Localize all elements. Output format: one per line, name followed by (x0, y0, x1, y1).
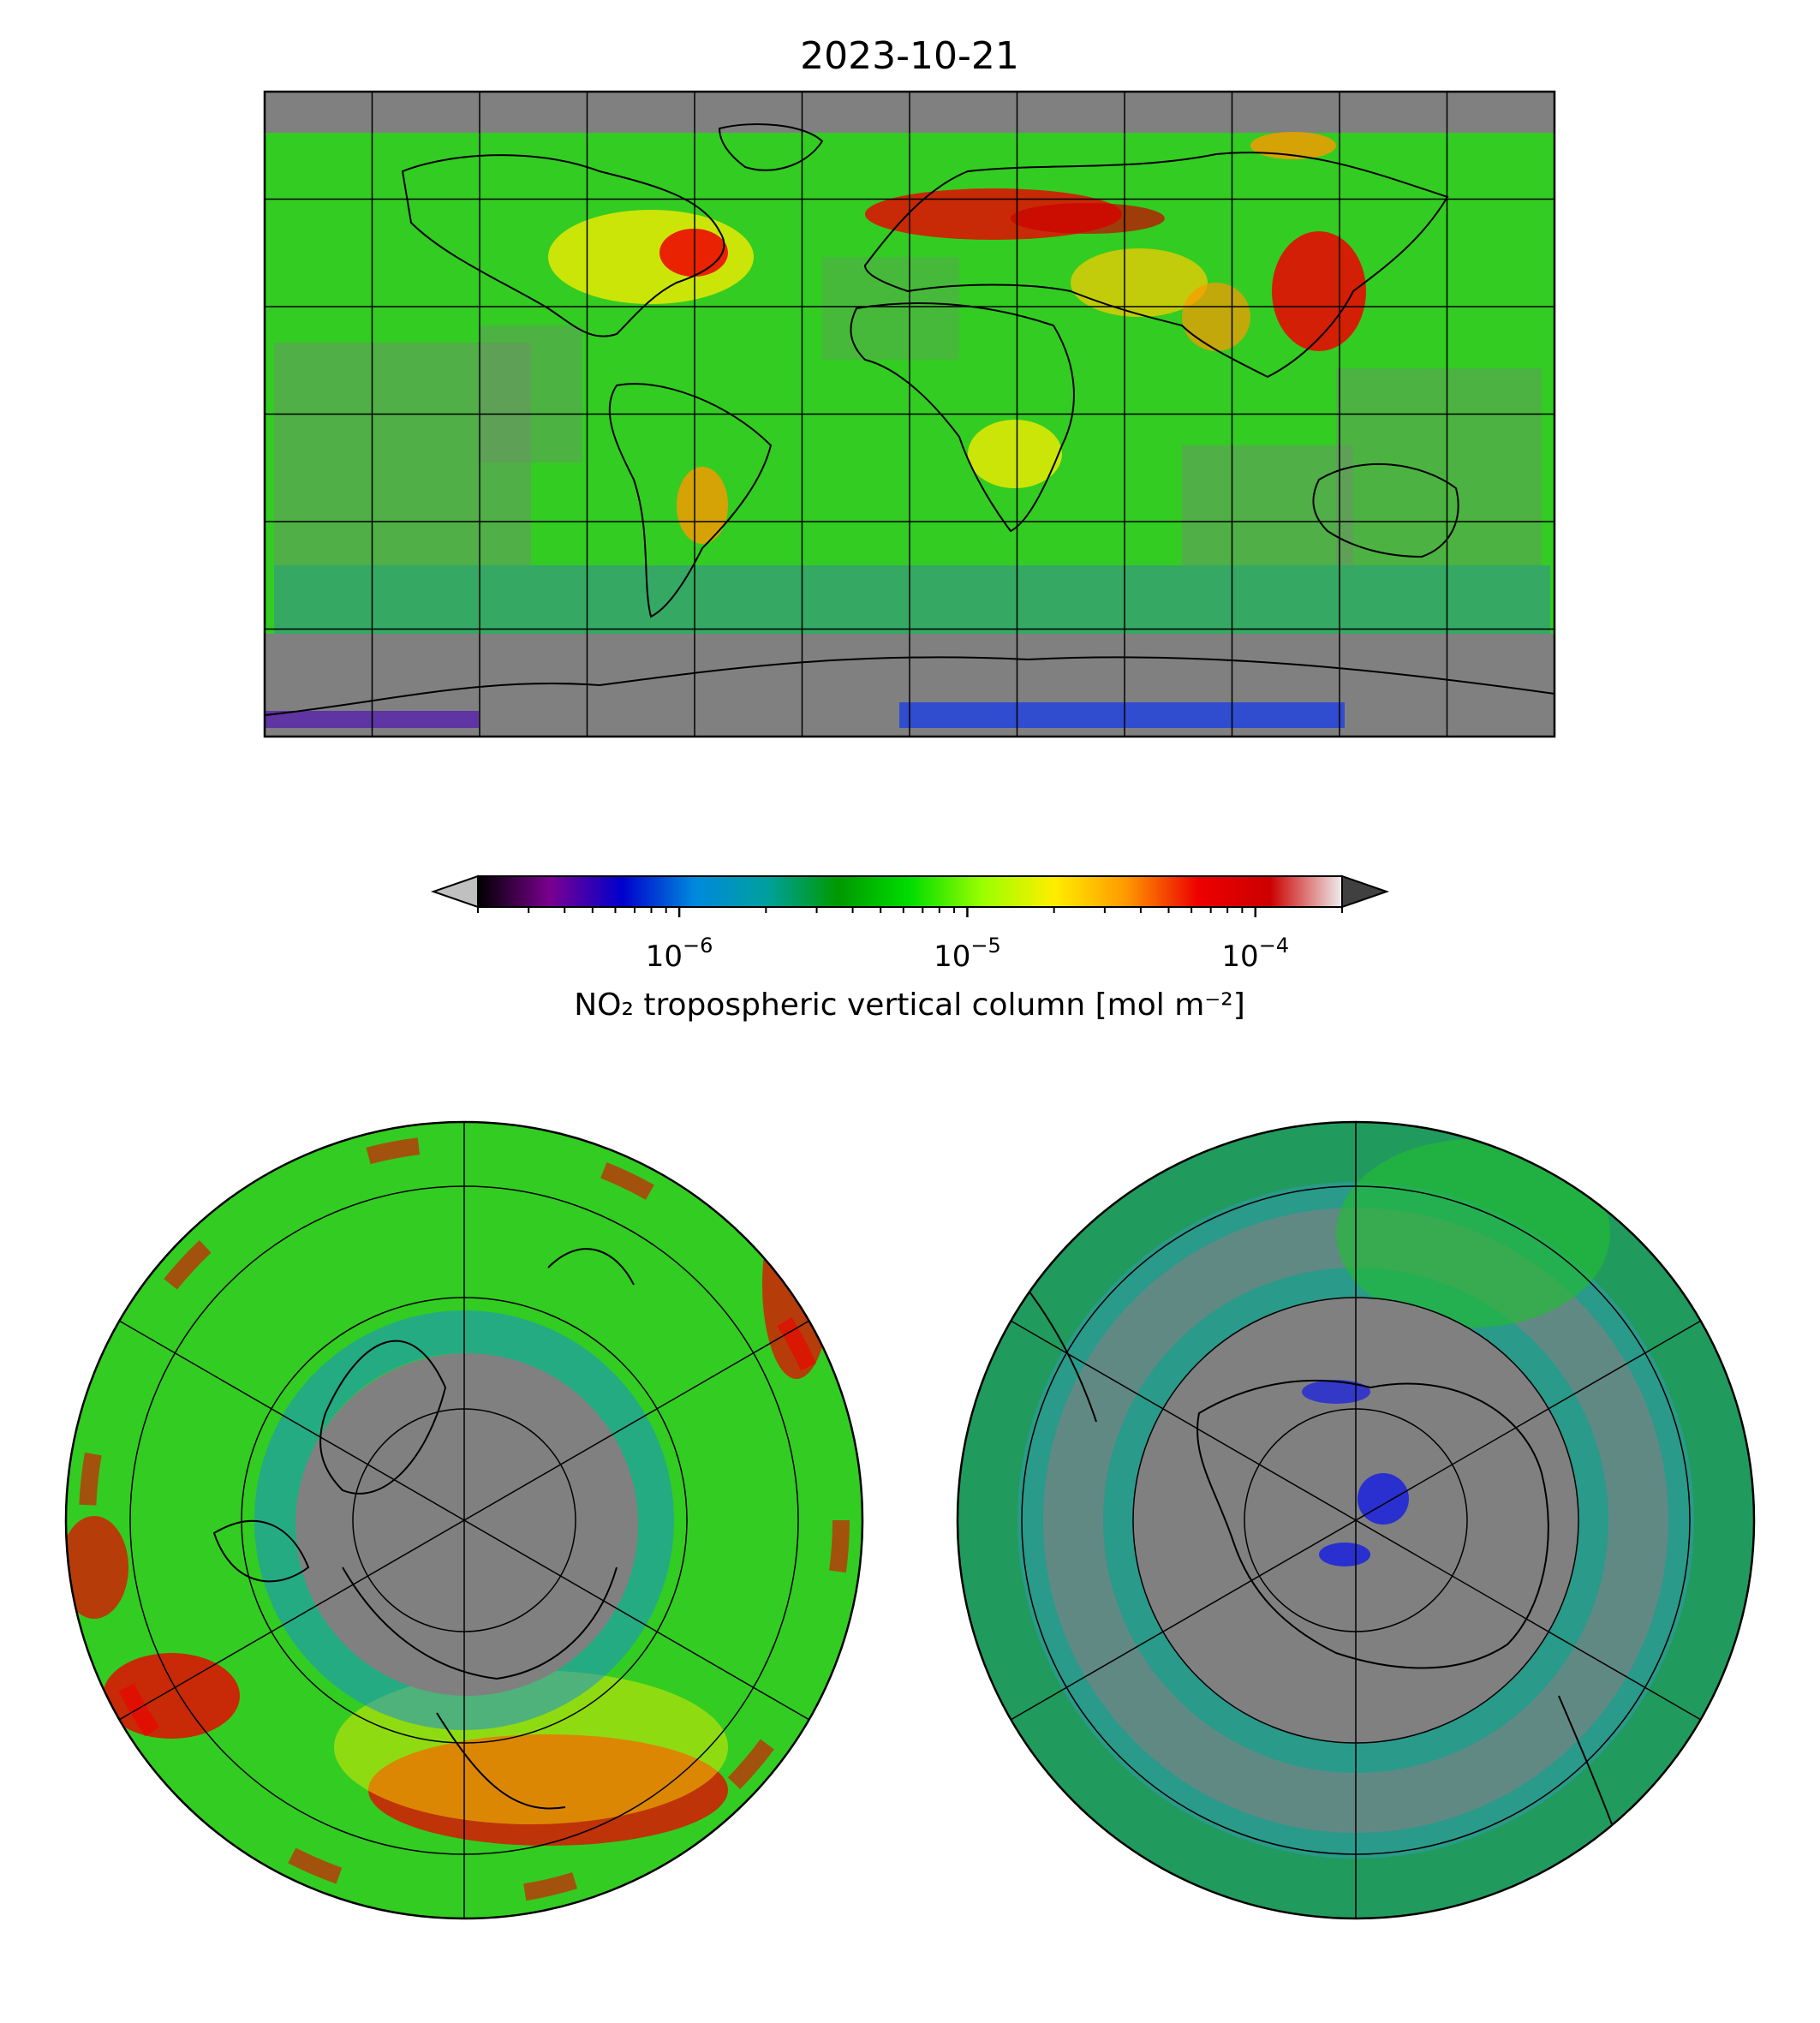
south-green-patch (1336, 1139, 1610, 1328)
colorbar-tick-label: 10−5 (934, 934, 1001, 974)
colorbar-tick-base: 10 (1221, 940, 1258, 974)
north-gridlines (118, 1122, 810, 1919)
antarctic-low-values (899, 702, 1345, 728)
low-signal-patches (274, 257, 1550, 634)
coast-europe-asia (863, 152, 1449, 379)
colorbar-tick-base: 10 (646, 940, 683, 974)
north-map-frame (64, 1120, 864, 1920)
colorbar-tick-label: 10−4 (1221, 934, 1289, 974)
figure-title: 2023-10-21 (800, 34, 1019, 78)
north-polar-cap-no-data (394, 1396, 582, 1584)
south-pole-blue-spot (1358, 1473, 1409, 1525)
colorbar-label: NO₂ tropospheric vertical column [mol m⁻… (574, 988, 1245, 1023)
global-map-frame (263, 90, 1556, 738)
pollution-hotspots (548, 132, 1366, 544)
colorbar-under-extension (430, 874, 479, 909)
hotspot-russia (1011, 203, 1165, 234)
south-gridlines (1010, 1122, 1702, 1919)
global-map (265, 92, 1554, 737)
colorbar-major-ticks (677, 907, 1257, 917)
colorbar: 10−6 10−5 10−4 NO₂ tropospheric vertical c… (430, 874, 1390, 1023)
hotspot-india (1182, 283, 1250, 351)
north-polar-map (66, 1122, 862, 1919)
colorbar-tick-exponent: −5 (970, 934, 1000, 958)
south-coast-blue (1302, 1380, 1370, 1404)
colorbar-over-extension (1341, 874, 1390, 909)
north-coastlines (212, 1248, 635, 1810)
north-europe-red-band (368, 1734, 728, 1846)
global-coastlines (265, 123, 1554, 716)
hotspot-south-america (677, 467, 728, 544)
coast-south-america (608, 383, 773, 618)
colorbar-minor-ticks (477, 907, 1343, 913)
south-polar-map (958, 1122, 1754, 1919)
colorbar-tick-labels: 10−6 10−5 10−4 (646, 934, 1289, 974)
global-gridlines (265, 92, 1554, 737)
hotspot-middle-east (1071, 248, 1208, 317)
south-pole-blue-spot-2 (1319, 1543, 1370, 1566)
colorbar-tick-label: 10−6 (646, 934, 713, 974)
south-map-frame (956, 1120, 1756, 1920)
north-outer-ring-red (79, 1135, 850, 1906)
coast-north-america (401, 154, 725, 337)
hotspot-africa-south (968, 420, 1062, 488)
colorbar-tick-exponent: −6 (683, 934, 713, 958)
hotspot-us-east (659, 229, 728, 277)
north-west-red (66, 1516, 128, 1619)
coast-greenland (718, 123, 824, 171)
north-us-red (762, 1191, 831, 1379)
coast-africa (850, 302, 1075, 533)
colorbar-tick-exponent: −4 (1259, 934, 1289, 958)
colorbar-body (477, 875, 1343, 908)
coast-antarctica (265, 656, 1554, 716)
north-china-red (103, 1653, 240, 1739)
colorbar-tick-base: 10 (934, 940, 970, 974)
hotspot-china (1272, 231, 1366, 351)
coast-australia (1312, 462, 1459, 558)
